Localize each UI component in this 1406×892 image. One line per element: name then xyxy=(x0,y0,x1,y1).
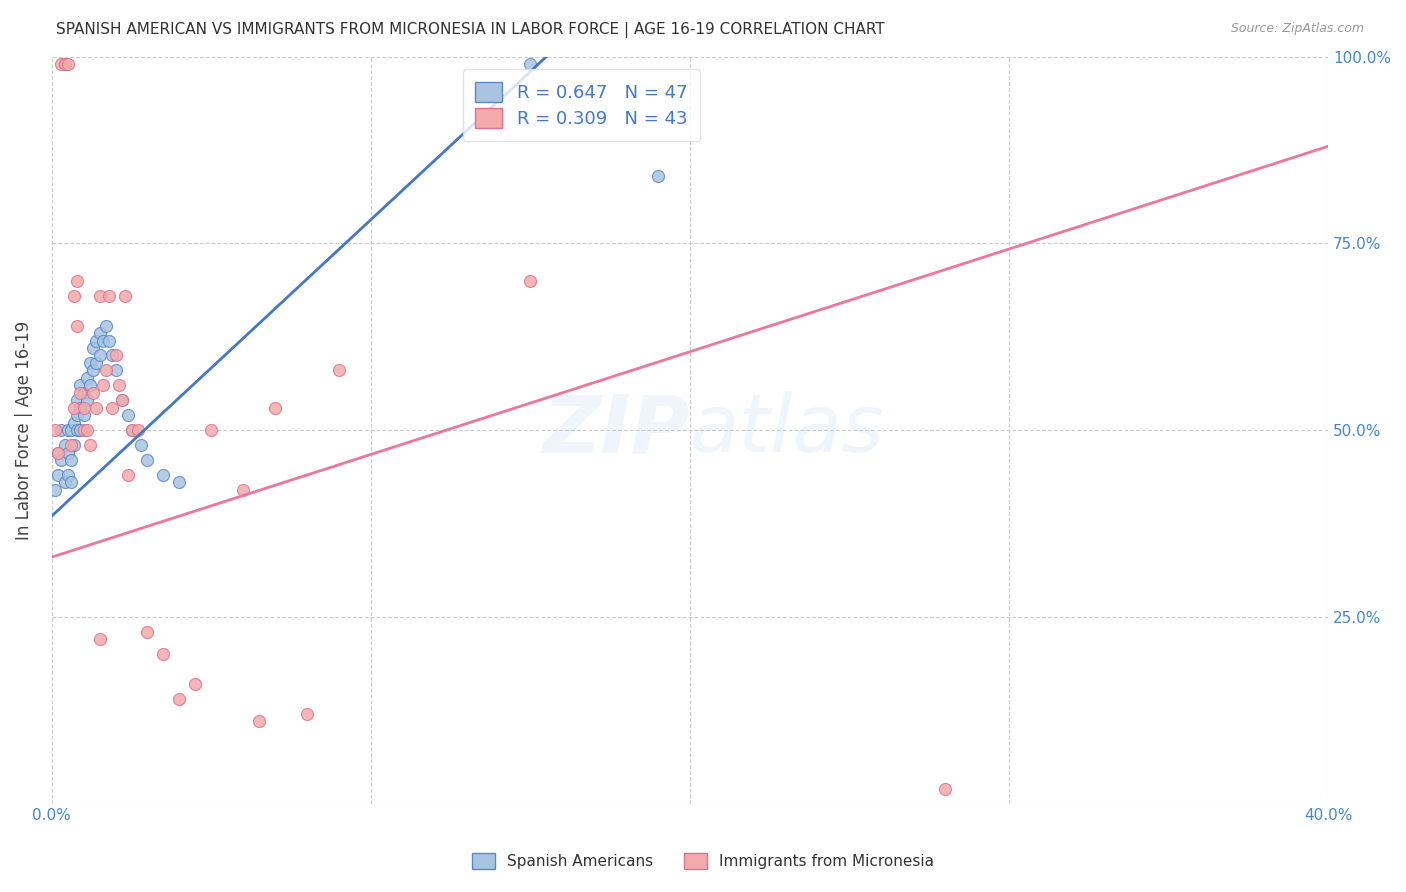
Point xyxy=(934,781,956,796)
Point xyxy=(59,423,82,437)
Point xyxy=(66,274,89,288)
Point xyxy=(79,356,101,370)
Text: Source: ZipAtlas.com: Source: ZipAtlas.com xyxy=(1230,22,1364,36)
Point xyxy=(79,438,101,452)
Point xyxy=(89,348,111,362)
Point xyxy=(73,423,96,437)
Point xyxy=(104,363,127,377)
Point xyxy=(117,467,139,482)
Text: ZIP: ZIP xyxy=(543,392,690,469)
Point xyxy=(73,408,96,422)
Point xyxy=(89,289,111,303)
Point xyxy=(73,401,96,415)
Point xyxy=(59,453,82,467)
Point xyxy=(66,423,89,437)
Point xyxy=(82,385,104,400)
Point xyxy=(53,475,76,490)
Point xyxy=(98,289,121,303)
Point xyxy=(63,416,86,430)
Point xyxy=(91,378,114,392)
Point xyxy=(295,706,318,721)
Point xyxy=(101,348,124,362)
Point xyxy=(94,318,117,333)
Point xyxy=(53,57,76,71)
Point xyxy=(111,393,134,408)
Point xyxy=(59,475,82,490)
Point xyxy=(89,632,111,647)
Point xyxy=(69,401,91,415)
Point xyxy=(104,348,127,362)
Text: SPANISH AMERICAN VS IMMIGRANTS FROM MICRONESIA IN LABOR FORCE | AGE 16-19 CORREL: SPANISH AMERICAN VS IMMIGRANTS FROM MICR… xyxy=(56,22,884,38)
Point xyxy=(51,453,73,467)
Point xyxy=(101,401,124,415)
Point xyxy=(63,289,86,303)
Point xyxy=(76,393,98,408)
Point xyxy=(152,467,174,482)
Point xyxy=(328,363,350,377)
Point xyxy=(69,423,91,437)
Point xyxy=(44,423,66,437)
Point xyxy=(63,401,86,415)
Point xyxy=(127,423,149,437)
Point xyxy=(46,445,69,459)
Point xyxy=(82,363,104,377)
Point xyxy=(46,467,69,482)
Point xyxy=(79,378,101,392)
Point xyxy=(114,289,136,303)
Point xyxy=(63,438,86,452)
Point xyxy=(82,341,104,355)
Point xyxy=(91,334,114,348)
Point xyxy=(107,378,129,392)
Point xyxy=(247,714,270,729)
Point xyxy=(98,334,121,348)
Point xyxy=(86,334,108,348)
Point xyxy=(129,438,152,452)
Point xyxy=(53,438,76,452)
Point xyxy=(66,318,89,333)
Point xyxy=(53,57,76,71)
Point xyxy=(152,647,174,661)
Point xyxy=(264,401,287,415)
Point xyxy=(66,408,89,422)
Point xyxy=(647,169,669,184)
Point xyxy=(111,393,134,408)
Point xyxy=(136,624,159,639)
Point xyxy=(46,445,69,459)
Point xyxy=(169,692,191,706)
Point xyxy=(86,356,108,370)
Point xyxy=(184,677,207,691)
Point xyxy=(200,423,222,437)
Point xyxy=(56,467,79,482)
Point xyxy=(136,453,159,467)
Point xyxy=(69,378,91,392)
Point xyxy=(89,326,111,340)
Point xyxy=(117,408,139,422)
Legend: R = 0.647   N = 47, R = 0.309   N = 43: R = 0.647 N = 47, R = 0.309 N = 43 xyxy=(463,70,700,141)
Legend: Spanish Americans, Immigrants from Micronesia: Spanish Americans, Immigrants from Micro… xyxy=(465,847,941,875)
Point xyxy=(66,393,89,408)
Point xyxy=(94,363,117,377)
Point xyxy=(121,423,143,437)
Point xyxy=(169,475,191,490)
Point xyxy=(73,385,96,400)
Point xyxy=(519,57,541,71)
Point xyxy=(86,401,108,415)
Y-axis label: In Labor Force | Age 16-19: In Labor Force | Age 16-19 xyxy=(15,320,32,540)
Point xyxy=(76,423,98,437)
Point xyxy=(44,483,66,497)
Text: atlas: atlas xyxy=(690,392,884,469)
Point xyxy=(59,438,82,452)
Point xyxy=(56,445,79,459)
Point xyxy=(519,274,541,288)
Point xyxy=(232,483,254,497)
Point xyxy=(56,57,79,71)
Point xyxy=(69,385,91,400)
Point xyxy=(121,423,143,437)
Point xyxy=(56,423,79,437)
Point xyxy=(76,371,98,385)
Point xyxy=(51,57,73,71)
Point xyxy=(51,423,73,437)
